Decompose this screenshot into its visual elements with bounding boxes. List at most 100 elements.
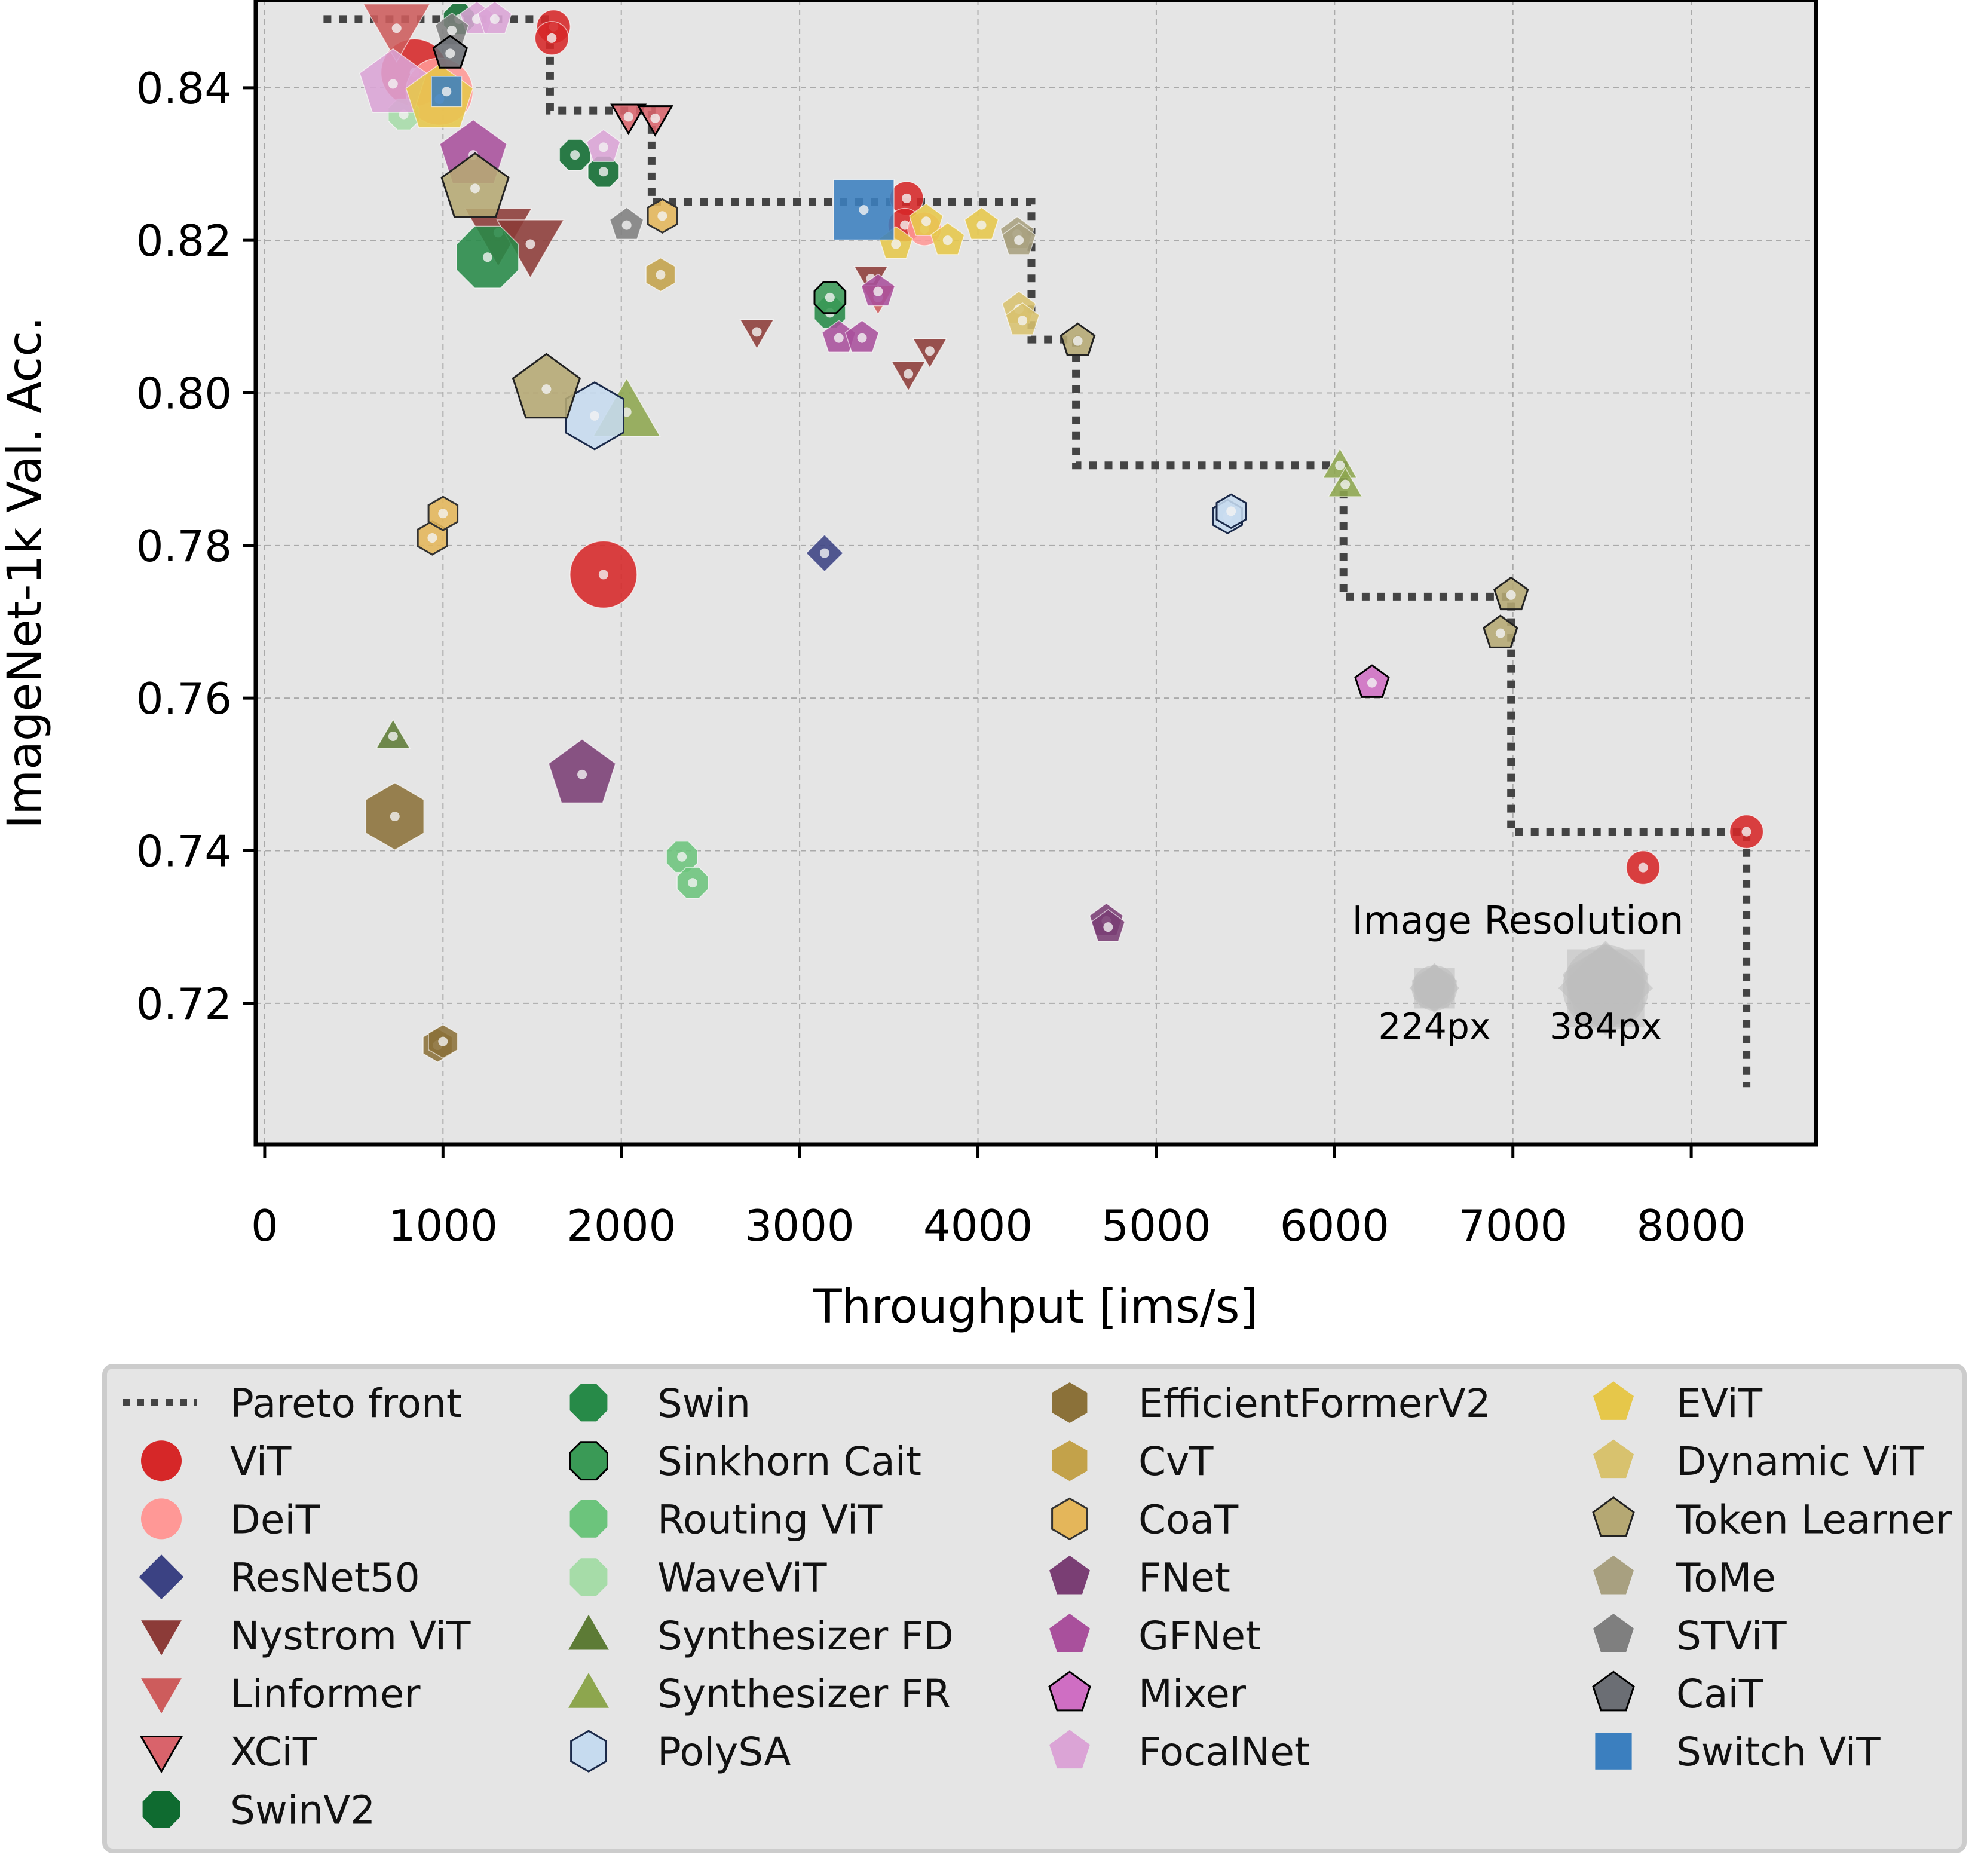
legend-label-synthesizer-fd: Synthesizer FD bbox=[657, 1613, 954, 1659]
resolution-small-label: 224px bbox=[1378, 1006, 1490, 1048]
legend-label-token-learner: Token Learner bbox=[1676, 1496, 1952, 1543]
point-center-stvit-1 bbox=[447, 26, 457, 36]
x-tick-label-8000: 8000 bbox=[1637, 1201, 1746, 1251]
legend-label-deit: DeiT bbox=[230, 1496, 320, 1543]
point-center-gfnet-3 bbox=[873, 286, 883, 296]
legend-label-wavevit: WaveViT bbox=[657, 1555, 827, 1601]
point-center-token-learner-3 bbox=[1506, 590, 1516, 600]
legend-marker-vit bbox=[141, 1440, 182, 1482]
legend-frame bbox=[102, 1364, 1967, 1853]
x-tick-label-4000: 4000 bbox=[923, 1201, 1033, 1251]
point-center-vit-3 bbox=[598, 570, 608, 580]
legend-marker-nystrom-vit bbox=[141, 1620, 182, 1655]
point-center-coat-1 bbox=[427, 533, 437, 543]
point-center-polysa-0 bbox=[589, 411, 599, 421]
data-points bbox=[359, 1, 1764, 1063]
y-axis-label: ImageNet-1k Val. Acc. bbox=[0, 316, 52, 829]
point-center-swin-0 bbox=[482, 252, 492, 262]
legend-marker-sinkhorn-cait bbox=[569, 1441, 608, 1481]
legend-marker-linformer bbox=[141, 1678, 182, 1713]
resolution-small-marker-4 bbox=[1409, 963, 1460, 1014]
point-center-vit-4 bbox=[902, 193, 912, 203]
legend-marker-swinv2 bbox=[142, 1791, 180, 1828]
legend-marker-coat bbox=[1051, 1497, 1088, 1541]
legend-label-pareto-front: Pareto front bbox=[230, 1381, 462, 1427]
legend-label-dynamic-vit: Dynamic ViT bbox=[1676, 1439, 1924, 1485]
plot-area-background bbox=[256, 0, 1816, 1144]
point-center-focalnet-0 bbox=[388, 79, 398, 89]
legend-marker-evit bbox=[1593, 1381, 1634, 1420]
point-center-vit-6 bbox=[1741, 827, 1751, 837]
point-center-stvit-0 bbox=[621, 220, 632, 230]
legend-marker-tome bbox=[1593, 1555, 1634, 1595]
plot-frame bbox=[253, 0, 1818, 1147]
point-center-sinkhorn-cait-0 bbox=[825, 292, 835, 302]
point-center-cvt-0 bbox=[656, 270, 666, 280]
point-center-switch-vit-1 bbox=[442, 87, 452, 97]
point-center-xcit-1 bbox=[650, 113, 660, 123]
point-center-synthesizer-fr-1 bbox=[1335, 460, 1345, 470]
point-center-nystrom-vit-3 bbox=[904, 369, 914, 379]
legend-marker-gfnet bbox=[1049, 1614, 1090, 1652]
point-center-evit-3 bbox=[976, 220, 987, 230]
legend-marker-routing-vit bbox=[569, 1500, 608, 1538]
legend-marker-focalnet bbox=[1049, 1730, 1090, 1769]
point-center-focalnet-2 bbox=[489, 14, 500, 24]
resolution-legend-title: Image Resolution bbox=[1352, 899, 1683, 943]
x-tick-label-0: 0 bbox=[251, 1201, 278, 1251]
legend-label-xcit: XCiT bbox=[230, 1729, 317, 1775]
y-tick-label-0-82: 0.82 bbox=[136, 216, 232, 266]
y-tick-label-0-8: 0.80 bbox=[136, 368, 232, 418]
legend-label-focalnet: FocalNet bbox=[1138, 1729, 1310, 1775]
legend-label-vit: ViT bbox=[230, 1439, 292, 1485]
y-tick-label-0-78: 0.78 bbox=[136, 521, 232, 571]
point-center-synthesizer-fd-0 bbox=[388, 731, 398, 741]
x-tick-label-6000: 6000 bbox=[1280, 1201, 1389, 1251]
legend-marker-efficientformerv2 bbox=[1052, 1382, 1088, 1423]
x-tick-label-7000: 7000 bbox=[1458, 1201, 1567, 1251]
legend-marker-wavevit bbox=[569, 1558, 608, 1596]
legend-label-resnet50: ResNet50 bbox=[230, 1555, 420, 1601]
y-tick-label-0-76: 0.76 bbox=[136, 674, 232, 724]
legend-marker-token-learner bbox=[1592, 1496, 1635, 1537]
point-center-vit-7 bbox=[1638, 862, 1648, 873]
point-center-efficientformerv2-2 bbox=[438, 1036, 448, 1046]
legend-marker-xcit bbox=[139, 1736, 183, 1774]
legend-marker-cait bbox=[1592, 1670, 1635, 1712]
x-tick-label-3000: 3000 bbox=[745, 1201, 855, 1251]
legend-marker-switch-vit bbox=[1595, 1733, 1632, 1770]
point-center-nystrom-vit-4 bbox=[924, 346, 935, 356]
legend-label-mixer: Mixer bbox=[1138, 1671, 1247, 1717]
axes: 0 1000 2000 3000 4000 5000 6000 7000 8000 0.72 0.7… bbox=[136, 63, 1746, 1251]
y-tick-label-0-84: 0.84 bbox=[136, 63, 232, 114]
resolution-large-label: 384px bbox=[1550, 1006, 1662, 1048]
legend-label-swinv2: SwinV2 bbox=[230, 1787, 375, 1833]
y-tick-label-0-72: 0.72 bbox=[136, 979, 232, 1029]
point-center-resnet50-0 bbox=[819, 548, 829, 558]
point-center-fnet-2 bbox=[1103, 922, 1113, 932]
point-center-evit-4 bbox=[891, 239, 901, 249]
point-center-evit-2 bbox=[942, 235, 953, 246]
legend-label-switch-vit: Switch ViT bbox=[1676, 1729, 1881, 1775]
legend-marker-synthesizer-fd bbox=[568, 1614, 609, 1650]
legend-marker-deit bbox=[141, 1498, 182, 1540]
legend: Pareto front ViT DeiT ResNet50 Nystrom ViT Li… bbox=[102, 1364, 1967, 1853]
legend-label-cait: CaiT bbox=[1676, 1671, 1763, 1717]
x-axis-label: Throughput [ims/s] bbox=[813, 1280, 1258, 1334]
point-center-fnet-0 bbox=[577, 769, 587, 779]
legend-label-fnet: FNet bbox=[1138, 1555, 1230, 1601]
legend-label-nystrom-vit: Nystrom ViT bbox=[230, 1613, 471, 1659]
resolution-legend: Image Resolution 224px 384px bbox=[1352, 899, 1683, 1048]
point-center-polysa-2 bbox=[1226, 506, 1236, 516]
resolution-large-marker-4 bbox=[1558, 941, 1653, 1036]
point-center-vit-5 bbox=[900, 220, 910, 230]
legend-label-synthesizer-fr: Synthesizer FR bbox=[657, 1671, 951, 1717]
legend-label-sinkhorn-cait: Sinkhorn Cait bbox=[657, 1439, 921, 1485]
point-center-token-learner-2 bbox=[1073, 336, 1083, 346]
legend-marker-dynamic-vit bbox=[1593, 1439, 1634, 1479]
legend-label-evit: EViT bbox=[1676, 1381, 1763, 1427]
point-center-token-learner-0 bbox=[470, 183, 480, 194]
point-center-linformer-0 bbox=[391, 23, 402, 33]
